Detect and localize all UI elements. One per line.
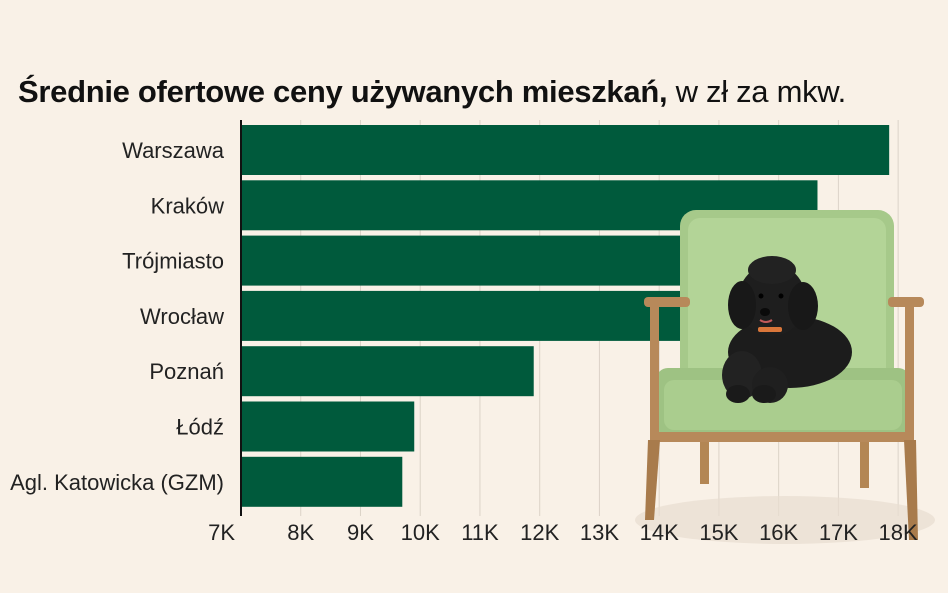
- x-tick-label: 12K: [520, 520, 559, 545]
- x-tick-label: 18K: [879, 520, 918, 545]
- x-tick-label: 9K: [347, 520, 374, 545]
- x-tick-label: 11K: [461, 520, 499, 545]
- category-label: Trójmiasto: [122, 249, 224, 274]
- x-tick-label: 14K: [640, 520, 679, 545]
- x-tick-labels: 7K 8K 9K 10K 11K 12K 13K 14K 15K 16K 17K 18K: [208, 520, 918, 545]
- chart-title-bold: Średnie ofertowe ceny używanych mieszkań…: [18, 74, 668, 109]
- bar: [242, 290, 719, 341]
- bar: [242, 456, 403, 507]
- chart-title: Średnie ofertowe ceny używanych mieszkań…: [18, 74, 846, 110]
- x-tick-label: 8K: [287, 520, 314, 545]
- category-label: Kraków: [151, 193, 224, 218]
- category-label: Łódź: [176, 415, 224, 440]
- x-tick-label: 10K: [401, 520, 440, 545]
- category-label: Wrocław: [140, 304, 224, 329]
- x-tick-label: 7K: [208, 520, 235, 545]
- category-label: Agl. Katowicka (GZM): [10, 470, 224, 495]
- bar: [242, 125, 890, 175]
- x-tick-label: 13K: [580, 520, 619, 545]
- x-tick-label: 16K: [759, 520, 798, 545]
- x-tick-label: 15K: [699, 520, 738, 545]
- bar: [242, 401, 415, 452]
- chart-title-unit: w zł za mkw.: [675, 74, 847, 109]
- x-tick-label: 17K: [819, 520, 858, 545]
- bar: [242, 346, 534, 397]
- category-label: Poznań: [149, 359, 224, 384]
- category-label: Warszawa: [122, 138, 225, 163]
- dog-on-armchair-photo: [635, 210, 935, 544]
- category-labels: Warszawa Kraków Trójmiasto Wrocław Poznań Łód…: [10, 138, 225, 495]
